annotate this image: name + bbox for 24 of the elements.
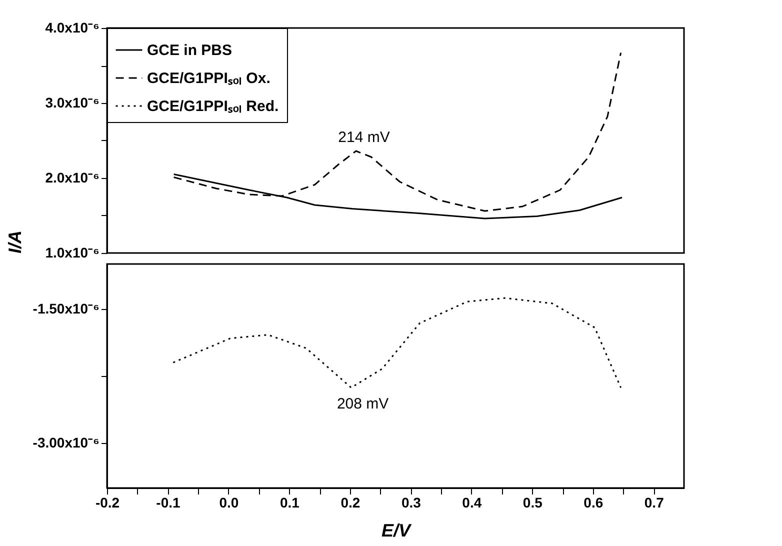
x-tick-label: 0.1 [280, 494, 300, 510]
y-tick-label: 1.0x10⁻⁶ [45, 244, 100, 260]
x-tick-label: 0.5 [522, 494, 543, 510]
x-tick-label: -0.1 [156, 494, 181, 510]
annotation: 214 mV [338, 129, 390, 146]
legend-label: GCE in PBS [147, 42, 232, 59]
y-tick-label: -1.50x10⁻⁶ [32, 300, 100, 316]
text: GCE/G1PPIₛₒₗ Red. [147, 98, 279, 115]
x-tick-label: -0.2 [95, 494, 120, 510]
x-tick-label: 0.3 [401, 494, 422, 510]
y-tick-label: 2.0x10⁻⁶ [45, 170, 100, 186]
x-tick-label: 0.7 [644, 494, 664, 510]
y-axis-title: I/A [5, 230, 26, 254]
y-tick-label: -3.00x10⁻⁶ [32, 434, 100, 451]
annotation: 208 mV [336, 396, 389, 413]
y-tick-label: 4.0x10⁻⁶ [45, 20, 100, 36]
legend-label: GCE/G1PPIₛₒₗ Ox. [147, 70, 270, 87]
x-tick-label: 0.0 [219, 494, 239, 510]
line-series [172, 297, 622, 388]
x-tick-label: 0.6 [584, 494, 604, 510]
y-tick-label: 3.0x10⁻⁶ [45, 94, 100, 110]
x-axis-title: E/V [381, 520, 412, 540]
x-tick-label: 0.4 [462, 494, 482, 510]
x-tick-label: 0.2 [340, 494, 360, 510]
